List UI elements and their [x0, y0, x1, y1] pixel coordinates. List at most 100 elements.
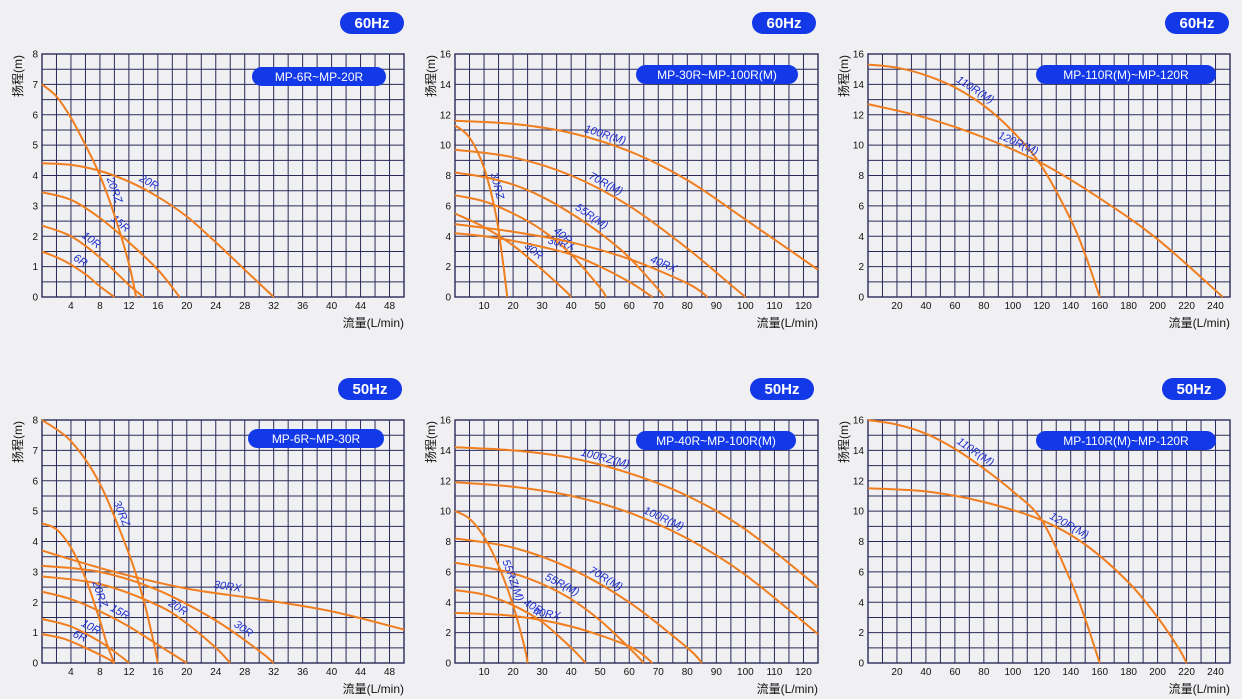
series-line-120r-m- — [867, 487, 1188, 664]
y-tick-label: 8 — [445, 537, 451, 548]
frequency-badge — [750, 378, 814, 400]
x-tick-label: 10 — [478, 301, 490, 312]
x-tick-label: 50 — [595, 667, 607, 678]
grid — [42, 420, 404, 663]
frequency-badge — [340, 12, 404, 34]
y-axis-label: 扬程(m) — [10, 421, 25, 463]
series-line-10r — [41, 618, 130, 664]
x-tick-label: 48 — [384, 301, 396, 312]
series-line-110r-m- — [867, 419, 1101, 664]
y-tick-label: 0 — [858, 659, 864, 670]
y-tick-label: 6 — [445, 567, 451, 578]
model-range-label: MP-30R~MP-100R(M) — [657, 68, 777, 82]
x-tick-label: 40 — [326, 667, 338, 678]
y-axis-label: 扬程(m) — [423, 421, 438, 463]
series-line-70r-m- — [454, 537, 703, 664]
frequency-badge — [1165, 12, 1229, 34]
x-tick-label: 160 — [1091, 301, 1108, 312]
series-line-100r-m- — [454, 119, 819, 271]
y-tick-label: 8 — [858, 171, 864, 182]
model-range-pill — [636, 431, 796, 450]
y-tick-label: 12 — [440, 110, 452, 121]
model-range-pill — [248, 429, 384, 448]
y-tick-label: 0 — [858, 293, 864, 304]
grid — [455, 54, 818, 297]
x-tick-label: 200 — [1149, 301, 1166, 312]
x-tick-label: 80 — [682, 667, 694, 678]
x-axis-label: 流量(L/min) — [757, 316, 818, 330]
series-line-100r-m- — [454, 481, 819, 635]
x-tick-label: 70 — [653, 301, 665, 312]
model-range-label: MP-110R(M)~MP-120R — [1063, 434, 1189, 448]
x-tick-label: 120 — [1033, 301, 1050, 312]
x-tick-label: 240 — [1207, 301, 1224, 312]
y-tick-label: 4 — [858, 232, 864, 243]
y-tick-label: 4 — [32, 537, 38, 548]
y-tick-label: 16 — [853, 50, 865, 61]
x-tick-label: 200 — [1149, 667, 1166, 678]
frequency-badge — [1162, 378, 1226, 400]
x-tick-label: 220 — [1178, 667, 1195, 678]
series-line-30r — [454, 212, 572, 298]
y-tick-label: 1 — [32, 628, 38, 639]
y-tick-label: 4 — [445, 598, 451, 609]
x-tick-label: 180 — [1120, 667, 1137, 678]
series-line-20r — [41, 162, 275, 298]
y-tick-label: 6 — [32, 110, 38, 121]
y-tick-label: 10 — [440, 141, 452, 152]
frequency-badge-label: 60Hz — [1179, 15, 1214, 32]
y-tick-label: 2 — [445, 262, 451, 273]
x-tick-label: 16 — [152, 667, 164, 678]
y-tick-label: 0 — [445, 659, 451, 670]
series-line-40rx — [454, 611, 654, 664]
x-tick-label: 160 — [1091, 667, 1108, 678]
x-tick-label: 100 — [737, 301, 754, 312]
y-tick-label: 8 — [32, 50, 38, 61]
x-axis-label: 流量(L/min) — [1169, 316, 1230, 330]
y-tick-label: 2 — [32, 598, 38, 609]
series-line-40r — [454, 589, 587, 664]
frequency-badge-label: 60Hz — [766, 15, 801, 32]
y-axis-label: 扬程(m) — [10, 55, 25, 97]
x-tick-label: 20 — [891, 301, 903, 312]
x-tick-label: 12 — [123, 301, 135, 312]
series-line-20rz — [41, 522, 116, 664]
y-tick-label: 14 — [853, 80, 865, 91]
y-tick-label: 16 — [440, 50, 452, 61]
series-line-100rz-m- — [454, 446, 819, 588]
x-tick-label: 8 — [97, 301, 103, 312]
y-tick-label: 10 — [853, 141, 865, 152]
model-range-pill — [636, 65, 798, 84]
series-line-110r-m- — [867, 63, 1101, 298]
x-tick-label: 140 — [1062, 301, 1079, 312]
x-tick-label: 80 — [978, 667, 990, 678]
y-tick-label: 16 — [440, 416, 452, 427]
x-tick-label: 70 — [653, 667, 665, 678]
series-line-15r — [41, 590, 188, 664]
x-tick-label: 20 — [181, 667, 193, 678]
x-tick-label: 100 — [737, 667, 754, 678]
x-tick-label: 110 — [766, 667, 782, 678]
y-tick-label: 0 — [445, 293, 451, 304]
y-axis-label: 扬程(m) — [836, 55, 851, 97]
series-line-30rx — [454, 232, 654, 298]
x-tick-label: 28 — [239, 667, 251, 678]
x-tick-label: 80 — [682, 301, 694, 312]
x-tick-label: 60 — [624, 301, 636, 312]
model-range-label: MP-6R~MP-20R — [275, 70, 364, 84]
x-axis-label: 流量(L/min) — [1169, 682, 1230, 696]
x-tick-label: 20 — [508, 667, 520, 678]
model-range-pill — [252, 67, 386, 86]
frequency-badge — [338, 378, 402, 400]
series-line-20rz — [41, 83, 138, 298]
y-tick-label: 16 — [853, 416, 865, 427]
x-tick-label: 60 — [949, 301, 961, 312]
x-tick-label: 120 — [1033, 667, 1050, 678]
x-axis-label: 流量(L/min) — [343, 682, 404, 696]
x-tick-label: 24 — [210, 301, 222, 312]
y-tick-label: 6 — [858, 567, 864, 578]
y-tick-label: 14 — [440, 446, 452, 457]
y-tick-label: 8 — [858, 537, 864, 548]
x-tick-label: 90 — [711, 301, 723, 312]
